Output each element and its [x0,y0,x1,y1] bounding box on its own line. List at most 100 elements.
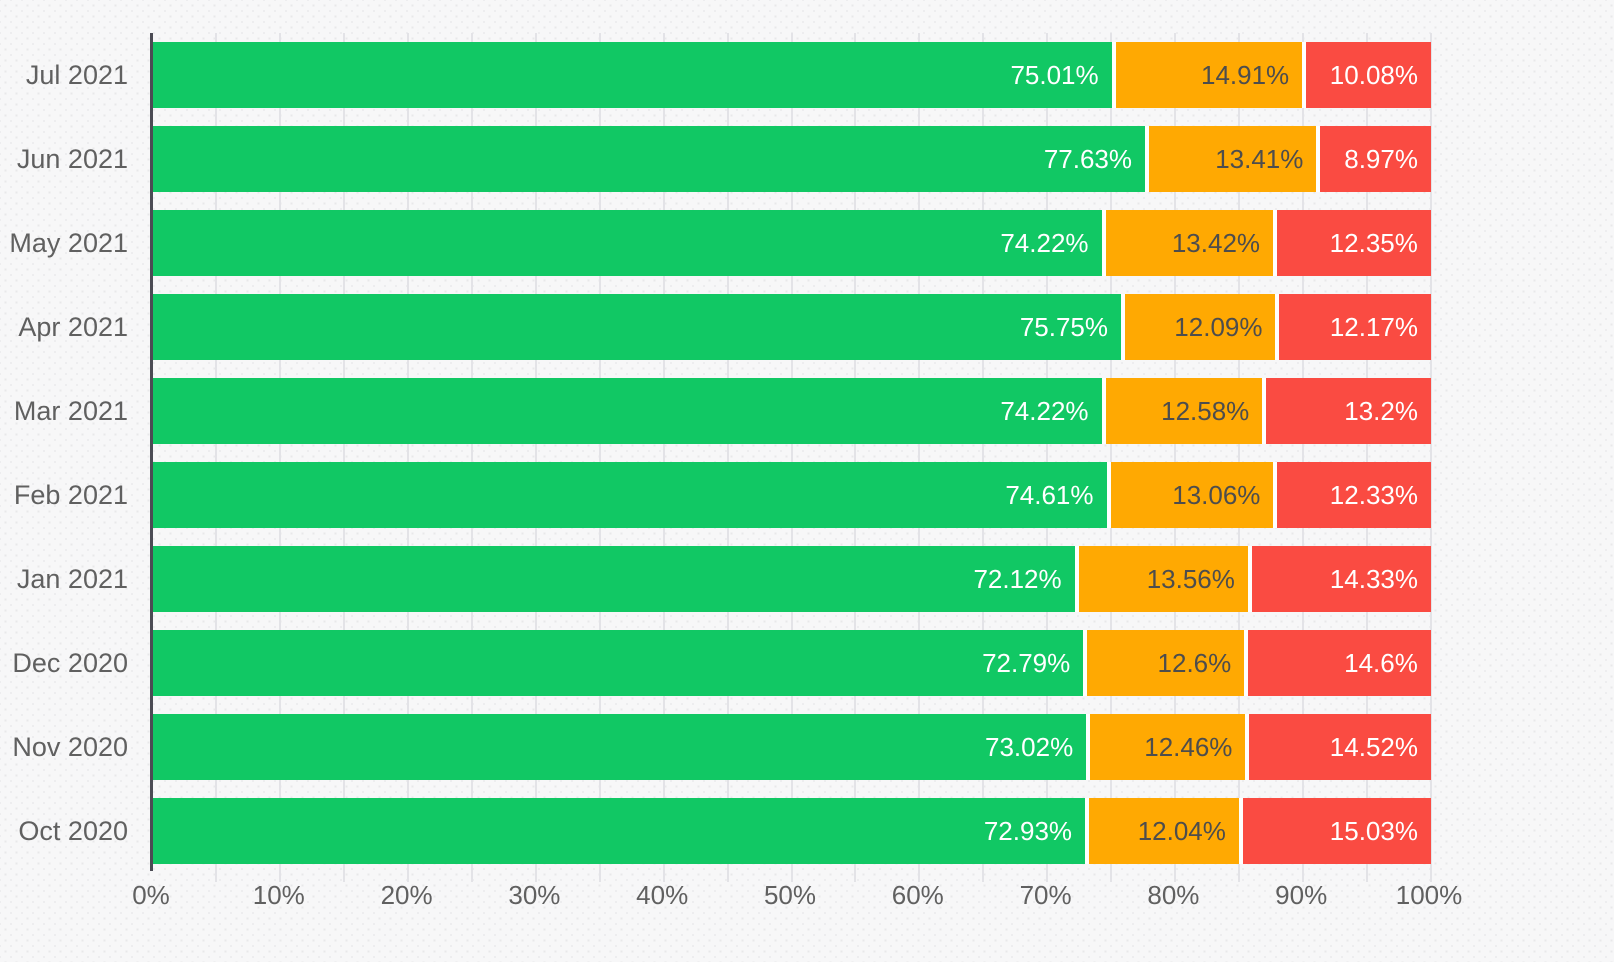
bar-segment-green[interactable]: 74.22% [153,210,1102,276]
bar-row: 75.01% 14.91% 10.08% [153,42,1431,108]
bar-segment-red[interactable]: 14.6% [1244,630,1431,696]
bar-row: 74.61% 13.06% 12.33% [153,462,1431,528]
y-axis-category-label: Jul 2021 [25,60,128,90]
bar-segment-orange[interactable]: 12.6% [1083,630,1245,696]
gridline-20 [407,33,410,882]
bar-value-label: 13.42% [1171,227,1261,258]
y-axis-category-label: Oct 2020 [18,816,128,846]
gridline-95 [1365,33,1368,882]
bar-segment-red[interactable]: 8.97% [1316,126,1431,192]
bar-segment-green[interactable]: 74.22% [153,378,1102,444]
gridline-70 [1046,33,1049,882]
bar-segment-orange[interactable]: 13.06% [1106,462,1274,528]
x-axis-tick-label: 10% [252,880,305,910]
bar-row: 74.22% 13.42% 12.35% [153,210,1431,276]
bar-value-label: 12.17% [1329,311,1418,342]
bar-segment-green[interactable]: 77.63% [153,126,1146,192]
x-axis-tick-label: 20% [380,880,433,910]
bar-value-label: 72.79% [982,647,1071,678]
y-axis-category-label: Apr 2021 [18,312,128,342]
bar-value-label: 15.03% [1329,815,1418,846]
y-axis-line [150,33,153,871]
gridline-65 [982,33,985,882]
bar-row: 72.12% 13.56% 14.33% [153,546,1431,612]
bar-segment-orange[interactable]: 12.09% [1121,294,1276,360]
gridline-15 [343,33,346,882]
bar-value-label: 8.97% [1344,143,1418,174]
bar-segment-orange[interactable]: 13.42% [1101,210,1274,276]
bar-value-label: 75.75% [1019,311,1108,342]
bar-row: 72.79% 12.6% 14.6% [153,630,1431,696]
bar-segment-green[interactable]: 75.01% [153,42,1112,108]
x-axis-tick-label: 40% [636,880,689,910]
bar-segment-red[interactable]: 12.33% [1273,462,1431,528]
bar-value-label: 12.33% [1329,479,1418,510]
bar-value-label: 74.22% [1000,395,1089,426]
y-axis-category-label: May 2021 [9,228,128,258]
bar-segment-orange[interactable]: 13.41% [1145,126,1317,192]
bar-value-label: 72.93% [983,815,1073,846]
bar-value-label: 13.06% [1172,479,1261,510]
bar-segment-orange[interactable]: 13.56% [1074,546,1248,612]
bar-row: 72.93% 12.04% 15.03% [153,798,1431,864]
gridline-30 [534,33,537,882]
y-axis-category-label: Nov 2020 [12,732,128,762]
gridline-60 [918,33,921,882]
bar-segment-green[interactable]: 74.61% [153,462,1107,528]
bar-value-label: 12.46% [1144,731,1233,762]
bar-value-label: 12.09% [1174,311,1263,342]
gridline-55 [854,33,857,882]
x-axis-tick-label: 60% [891,880,944,910]
gridline-10 [279,33,282,882]
bar-segment-red[interactable]: 14.52% [1245,714,1431,780]
x-axis-tick-label: 30% [508,880,561,910]
bar-value-label: 77.63% [1043,143,1133,174]
bar-segment-orange[interactable]: 12.04% [1085,798,1239,864]
bar-value-label: 14.91% [1200,59,1290,90]
bar-segment-red[interactable]: 15.03% [1238,798,1431,864]
bar-value-label: 13.41% [1215,143,1304,174]
bar-row: 75.75% 12.09% 12.17% [153,294,1431,360]
gridline-45 [726,33,729,882]
bar-segment-orange[interactable]: 12.46% [1086,714,1246,780]
bar-value-label: 13.2% [1344,395,1418,426]
bar-value-label: 14.6% [1344,647,1418,678]
bar-value-label: 13.56% [1146,563,1235,594]
bar-value-label: 73.02% [985,731,1074,762]
bar-segment-green[interactable]: 73.02% [153,714,1087,780]
gridline-85 [1237,33,1240,882]
bar-segment-orange[interactable]: 12.58% [1101,378,1263,444]
bar-segment-green[interactable]: 75.75% [153,294,1121,360]
bar-value-label: 72.12% [973,563,1062,594]
bar-value-label: 12.35% [1329,227,1418,258]
y-axis-category-label: Feb 2021 [13,480,128,510]
y-axis-category-label: Jan 2021 [16,564,128,594]
bar-segment-red[interactable]: 14.33% [1247,546,1431,612]
bar-segment-green[interactable]: 72.79% [153,630,1084,696]
bar-segment-red[interactable]: 10.08% [1302,42,1431,108]
y-axis-category-label: Dec 2020 [12,648,128,678]
bar-segment-red[interactable]: 12.35% [1273,210,1431,276]
bar-segment-red[interactable]: 12.17% [1275,294,1431,360]
bar-value-label: 12.6% [1157,647,1232,678]
bar-segment-green[interactable]: 72.93% [153,798,1086,864]
bar-value-label: 74.22% [1000,227,1089,258]
y-axis-category-label: Mar 2021 [13,396,128,426]
bar-segment-orange[interactable]: 14.91% [1111,42,1303,108]
gridline-35 [598,33,601,882]
bar-segment-green[interactable]: 72.12% [153,546,1075,612]
bar-value-label: 74.61% [1005,479,1094,510]
bar-value-label: 12.04% [1137,815,1226,846]
bar-segment-red[interactable]: 13.2% [1262,378,1431,444]
y-axis-category-label: Jun 2021 [16,144,128,174]
gridline-40 [662,33,665,882]
x-axis-tick-label: 90% [1275,880,1328,910]
bar-row: 77.63% 13.41% 8.97% [153,126,1431,192]
x-axis-tick-label: 0% [132,880,170,910]
gridline-5 [215,33,218,882]
bar-value-label: 75.01% [1010,59,1099,90]
bar-row: 74.22% 12.58% 13.2% [153,378,1431,444]
x-axis-tick-label: 50% [763,880,817,910]
bar-value-label: 10.08% [1329,59,1418,90]
